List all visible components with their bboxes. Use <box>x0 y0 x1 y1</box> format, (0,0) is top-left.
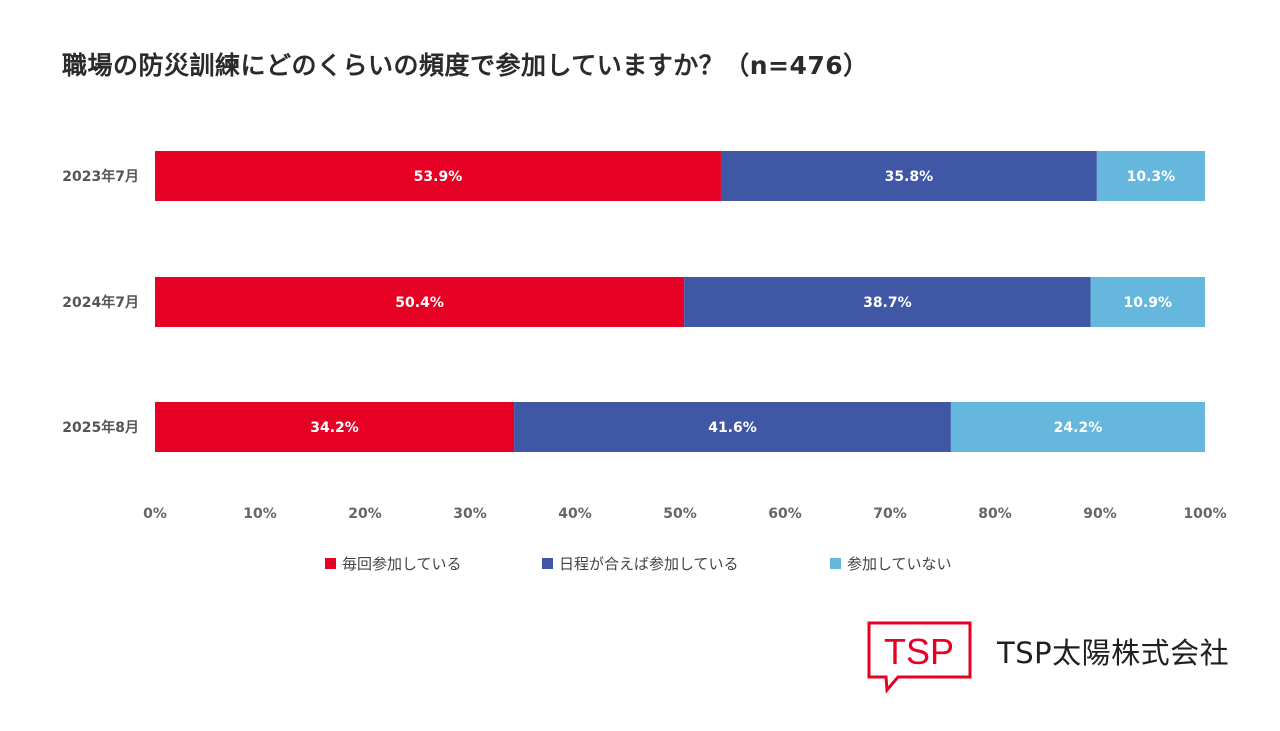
bar-segment <box>514 402 951 452</box>
y-axis-label: 2024年7月 <box>62 294 139 311</box>
company-name: TSP太陽株式会社 <box>997 636 1230 670</box>
chart-title: 職場の防災訓練にどのくらいの頻度で参加していますか？（n=476） <box>62 51 869 80</box>
data-label: 41.6% <box>708 420 757 436</box>
legend-label-not-participating: 参加していない <box>847 555 952 573</box>
legend-swatch-every-time <box>325 558 336 569</box>
legend-swatch-if-schedule-fits <box>542 558 553 569</box>
data-label: 24.2% <box>1054 420 1103 436</box>
legend-label-if-schedule-fits: 日程が合えば参加している <box>559 555 739 573</box>
legend-item-every-time: 毎回参加している <box>325 553 462 574</box>
x-tick-label: 90% <box>1083 506 1117 522</box>
x-tick-label: 30% <box>453 506 487 522</box>
data-label: 34.2% <box>310 420 359 436</box>
stacked-bar-chart: 2023年7月 53.9% 35.8% 10.3% 2024年7月 50.4% 38.7% 1… <box>62 151 1227 522</box>
data-label: 38.7% <box>863 295 912 311</box>
legend-swatch-not-participating <box>830 558 841 569</box>
x-tick-label: 10% <box>243 506 277 522</box>
legend-label-every-time: 毎回参加している <box>342 555 462 573</box>
y-axis-label: 2023年7月 <box>62 168 139 185</box>
bar-segment <box>155 151 721 201</box>
bar-segment <box>155 277 685 327</box>
bar-segment <box>1096 151 1205 201</box>
x-tick-label: 100% <box>1183 506 1226 522</box>
x-tick-label: 50% <box>663 506 697 522</box>
x-tick-label: 0% <box>143 506 167 522</box>
bar-segment <box>950 402 1205 452</box>
chart-legend: 毎回参加している 日程が合えば参加している 参加していない <box>0 553 1280 577</box>
data-label: 10.3% <box>1127 169 1176 185</box>
bar-segment <box>1090 277 1205 327</box>
x-tick-label: 70% <box>873 506 907 522</box>
x-tick-label: 60% <box>768 506 802 522</box>
logo-speech-bubble-frame <box>867 621 972 694</box>
data-label: 35.8% <box>885 169 934 185</box>
y-axis-label: 2025年8月 <box>62 419 139 436</box>
legend-item-if-schedule-fits: 日程が合えば参加している <box>542 553 739 574</box>
x-tick-label: 80% <box>978 506 1012 522</box>
data-label: 53.9% <box>414 169 463 185</box>
data-label: 50.4% <box>395 295 444 311</box>
logo-text: TSP <box>884 631 954 672</box>
data-label: 10.9% <box>1123 295 1172 311</box>
bar-segment <box>720 151 1097 201</box>
bar-segment <box>684 277 1091 327</box>
x-tick-label: 20% <box>348 506 382 522</box>
tsp-logo: TSP <box>867 621 972 694</box>
bar-segment <box>155 402 515 452</box>
legend-item-not-participating: 参加していない <box>830 553 952 574</box>
x-tick-label: 40% <box>558 506 592 522</box>
